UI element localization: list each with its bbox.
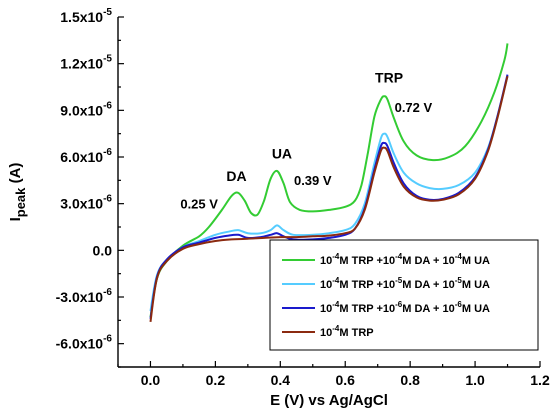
axes: 0.0 0.2 0.4 0.6 0.8 1.0 1.2 1.5x10-5 1.2x10-5 9.0…: [56, 7, 550, 388]
legend-entry-4: 10-4M TRP: [320, 324, 374, 339]
legend-entry-3: 10-4M TRP +10-6M DA + 10-6M UA: [320, 300, 490, 315]
y-axis-title-main: I: [7, 217, 24, 221]
x-tick-label: 0.2: [206, 372, 226, 388]
y-tick-label: -6.0x10-6: [56, 334, 113, 352]
y-tick-label: 0.0: [93, 242, 113, 258]
legend-entry-2: 10-4M TRP +10-5M DA + 10-5M UA: [320, 276, 490, 291]
annotation-label: TRP: [375, 69, 403, 85]
legend-entry-1: 10-4M TRP +10-4M DA + 10-4M UA: [320, 252, 490, 267]
annotation-layer: TRP 0.72 V UA0.39 V DA 0.25 V: [180, 69, 432, 211]
y-tick-label: 1.2x10-5: [60, 54, 112, 72]
series-line-4: [149, 75, 509, 323]
y-tick-label: -3.0x10-6: [56, 287, 113, 305]
legend: 10-4M TRP +10-4M DA + 10-4M UA 10-4M TRP …: [269, 239, 539, 351]
x-axis-title: E (V) vs Ag/AgCl: [270, 392, 388, 409]
annotation-label: DA: [226, 168, 246, 184]
annotation-label: UA: [272, 146, 292, 162]
y-tick-label: 6.0x10-6: [60, 147, 112, 165]
y-tick-label: 3.0x10-6: [60, 194, 112, 212]
x-tick-label: 0.0: [141, 372, 161, 388]
y-tick-label: 1.5x10-5: [60, 7, 112, 25]
y-axis-title-sub: peak: [13, 187, 28, 217]
x-tick-label: 1.2: [530, 372, 550, 388]
annotation-label: 0.25 V: [180, 196, 218, 211]
x-tick-label: 0.4: [271, 372, 291, 388]
series-line-1: [149, 43, 509, 318]
y-axis-title: Ipeak (A): [7, 163, 28, 222]
annotation-label: 0.72 V: [395, 100, 433, 115]
x-tick-label: 0.6: [335, 372, 355, 388]
series-layer: [149, 43, 509, 323]
x-tick-label: 1.0: [465, 372, 485, 388]
y-tick-label: 9.0x10-6: [60, 100, 112, 118]
x-tick-label: 0.8: [400, 372, 420, 388]
annotation-label: 0.39 V: [294, 173, 332, 188]
y-axis-title-unit: (A): [7, 163, 24, 188]
series-line-2: [149, 75, 509, 312]
